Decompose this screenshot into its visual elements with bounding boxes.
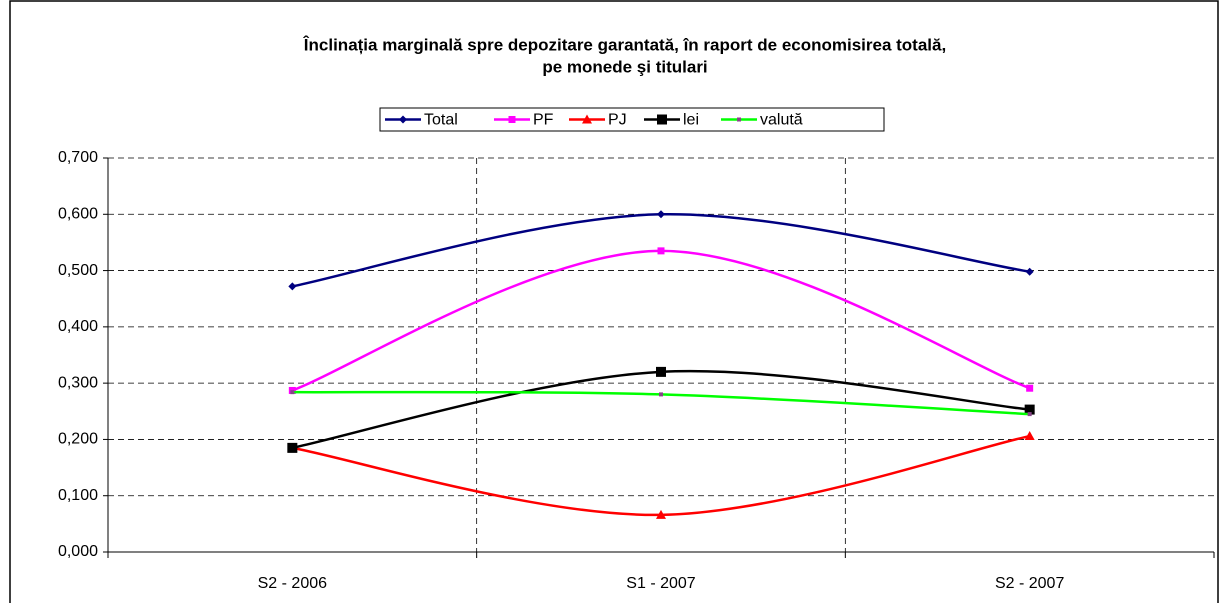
x-tick-label: S2 - 2006	[258, 575, 327, 592]
marker	[657, 114, 667, 125]
legend-label: PF	[533, 112, 554, 129]
marker	[657, 247, 665, 255]
marker	[657, 210, 665, 219]
marker	[1024, 404, 1035, 415]
marker	[1026, 384, 1034, 392]
marker	[399, 115, 407, 124]
legend-label: valută	[760, 112, 803, 129]
chart-title: Înclinația marginală spre depozitare gar…	[303, 35, 946, 54]
y-tick-label: 0,700	[58, 149, 98, 166]
chart-title: pe monede şi titulari	[542, 57, 707, 76]
y-tick-label: 0,300	[58, 374, 98, 391]
x-tick-label: S1 - 2007	[626, 575, 695, 592]
y-tick-label: 0,100	[58, 487, 98, 504]
legend-box	[379, 107, 885, 132]
marker	[582, 114, 592, 124]
y-tick-label: 0,200	[58, 431, 98, 448]
marker	[656, 366, 666, 377]
legend-label: PJ	[608, 112, 627, 129]
legend-label: Total	[424, 112, 458, 129]
y-tick-label: 0,500	[58, 262, 98, 279]
marker	[656, 509, 666, 519]
legend-label: lei	[683, 112, 699, 129]
marker	[288, 282, 297, 291]
marker	[737, 117, 741, 122]
marker	[1027, 412, 1032, 417]
y-tick-label: 0,400	[58, 318, 98, 335]
x-tick-label: S2 - 2007	[995, 575, 1064, 592]
marker	[508, 116, 516, 123]
marker	[659, 392, 663, 397]
marker	[287, 442, 298, 453]
marker	[1024, 431, 1035, 441]
marker	[1025, 267, 1034, 276]
marker	[290, 390, 295, 395]
chart-border	[9, 0, 1219, 608]
y-tick-label: 0,000	[58, 543, 98, 560]
y-tick-label: 0,600	[58, 206, 98, 223]
